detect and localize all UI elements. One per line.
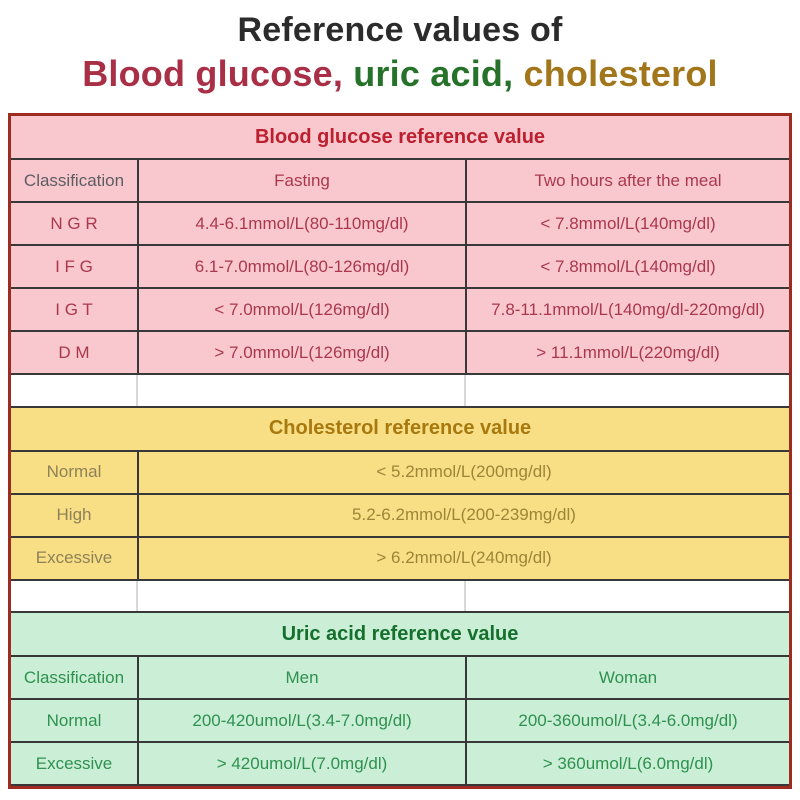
- woman-value: 200-360umol/L(3.4-6.0mg/dl): [465, 700, 789, 741]
- men-value: > 420umol/L(7.0mg/dl): [137, 743, 465, 784]
- fasting-value: 6.1-7.0mmol/L(80-126mg/dl): [137, 246, 465, 287]
- column-header-fasting: Fasting: [137, 160, 465, 201]
- row-label: N G R: [50, 213, 98, 233]
- divider-line: [136, 580, 138, 611]
- spacer: [11, 580, 789, 611]
- table-row-excessive: Excessive > 420umol/L(7.0mg/dl) > 360umo…: [11, 743, 789, 786]
- cholesterol-table: Cholesterol reference value Normal < 5.2…: [11, 405, 789, 581]
- row-label: I F G: [55, 256, 93, 276]
- row-label: Excessive: [35, 548, 113, 567]
- after-meal-value: < 7.8mmol/L(140mg/dl): [465, 246, 789, 287]
- table-row-igt: I G T < 7.0mmol/L(126mg/dl) 7.8-11.1mmol…: [11, 289, 789, 332]
- row-label: Excessive: [35, 753, 113, 773]
- uric-acid-table: Uric acid reference value Classification…: [11, 611, 789, 786]
- blood-glucose-table-title: Blood glucose reference value: [11, 116, 789, 160]
- tables-board: Blood glucose reference value Classifica…: [8, 113, 792, 789]
- blood-glucose-table: Blood glucose reference value Classifica…: [11, 116, 789, 375]
- column-header-woman: Woman: [465, 657, 789, 698]
- uric-acid-header-row: Classification Men Woman: [11, 657, 789, 700]
- uric-acid-table-title: Uric acid reference value: [11, 613, 789, 657]
- page-title-line1: Reference values of: [237, 11, 563, 49]
- after-meal-value: < 7.8mmol/L(140mg/dl): [465, 203, 789, 244]
- table-row-normal: Normal < 5.2mmol/L(200mg/dl): [11, 451, 789, 495]
- column-header-men: Men: [137, 657, 465, 698]
- table-row-high: High 5.2-6.2mmol/L(200-239mg/dl): [11, 494, 789, 538]
- table-row-excessive: Excessive > 6.2mmol/L(240mg/dl): [11, 537, 789, 581]
- row-label: I G T: [55, 299, 93, 319]
- spacer: [11, 375, 789, 406]
- column-header-classification: Classification: [23, 667, 125, 687]
- table-row-ifg: I F G 6.1-7.0mmol/L(80-126mg/dl) < 7.8mm…: [11, 246, 789, 289]
- men-value: 200-420umol/L(3.4-7.0mg/dl): [137, 700, 465, 741]
- fasting-value: < 7.0mmol/L(126mg/dl): [137, 289, 465, 330]
- title-blood-glucose: Blood glucose,: [82, 53, 344, 95]
- fasting-value: > 7.0mmol/L(126mg/dl): [137, 332, 465, 373]
- title-cholesterol: cholesterol: [523, 53, 718, 95]
- row-label: Normal: [46, 462, 102, 481]
- cholesterol-table-title: Cholesterol reference value: [11, 408, 789, 452]
- cholesterol-value: < 5.2mmol/L(200mg/dl): [137, 451, 789, 493]
- table-row-ngr: N G R 4.4-6.1mmol/L(80-110mg/dl) < 7.8mm…: [11, 203, 789, 246]
- woman-value: > 360umol/L(6.0mg/dl): [465, 743, 789, 784]
- after-meal-value: 7.8-11.1mmol/L(140mg/dl-220mg/dl): [465, 289, 789, 330]
- row-label: D M: [58, 342, 90, 362]
- cholesterol-value: 5.2-6.2mmol/L(200-239mg/dl): [137, 494, 789, 536]
- column-header-classification: Classification: [23, 170, 125, 190]
- divider-line: [464, 375, 466, 406]
- page-title-line2: Blood glucose, uric acid, cholesterol: [0, 53, 800, 94]
- table-row-normal: Normal 200-420umol/L(3.4-7.0mg/dl) 200-3…: [11, 700, 789, 743]
- fasting-value: 4.4-6.1mmol/L(80-110mg/dl): [137, 203, 465, 244]
- column-header-two-hours-after-meal: Two hours after the meal: [465, 160, 789, 201]
- row-label: High: [56, 505, 92, 524]
- cholesterol-value: > 6.2mmol/L(240mg/dl): [137, 537, 789, 579]
- blood-glucose-header-row: Classification Fasting Two hours after t…: [11, 160, 789, 203]
- row-label: Normal: [46, 710, 102, 730]
- table-row-dm: D M > 7.0mmol/L(126mg/dl) > 11.1mmol/L(2…: [11, 332, 789, 375]
- divider-line: [136, 375, 138, 406]
- after-meal-value: > 11.1mmol/L(220mg/dl): [465, 332, 789, 373]
- page-title: Reference values of Blood glucose, uric …: [0, 0, 800, 94]
- divider-line: [464, 580, 466, 611]
- title-uric-acid: uric acid,: [353, 53, 514, 95]
